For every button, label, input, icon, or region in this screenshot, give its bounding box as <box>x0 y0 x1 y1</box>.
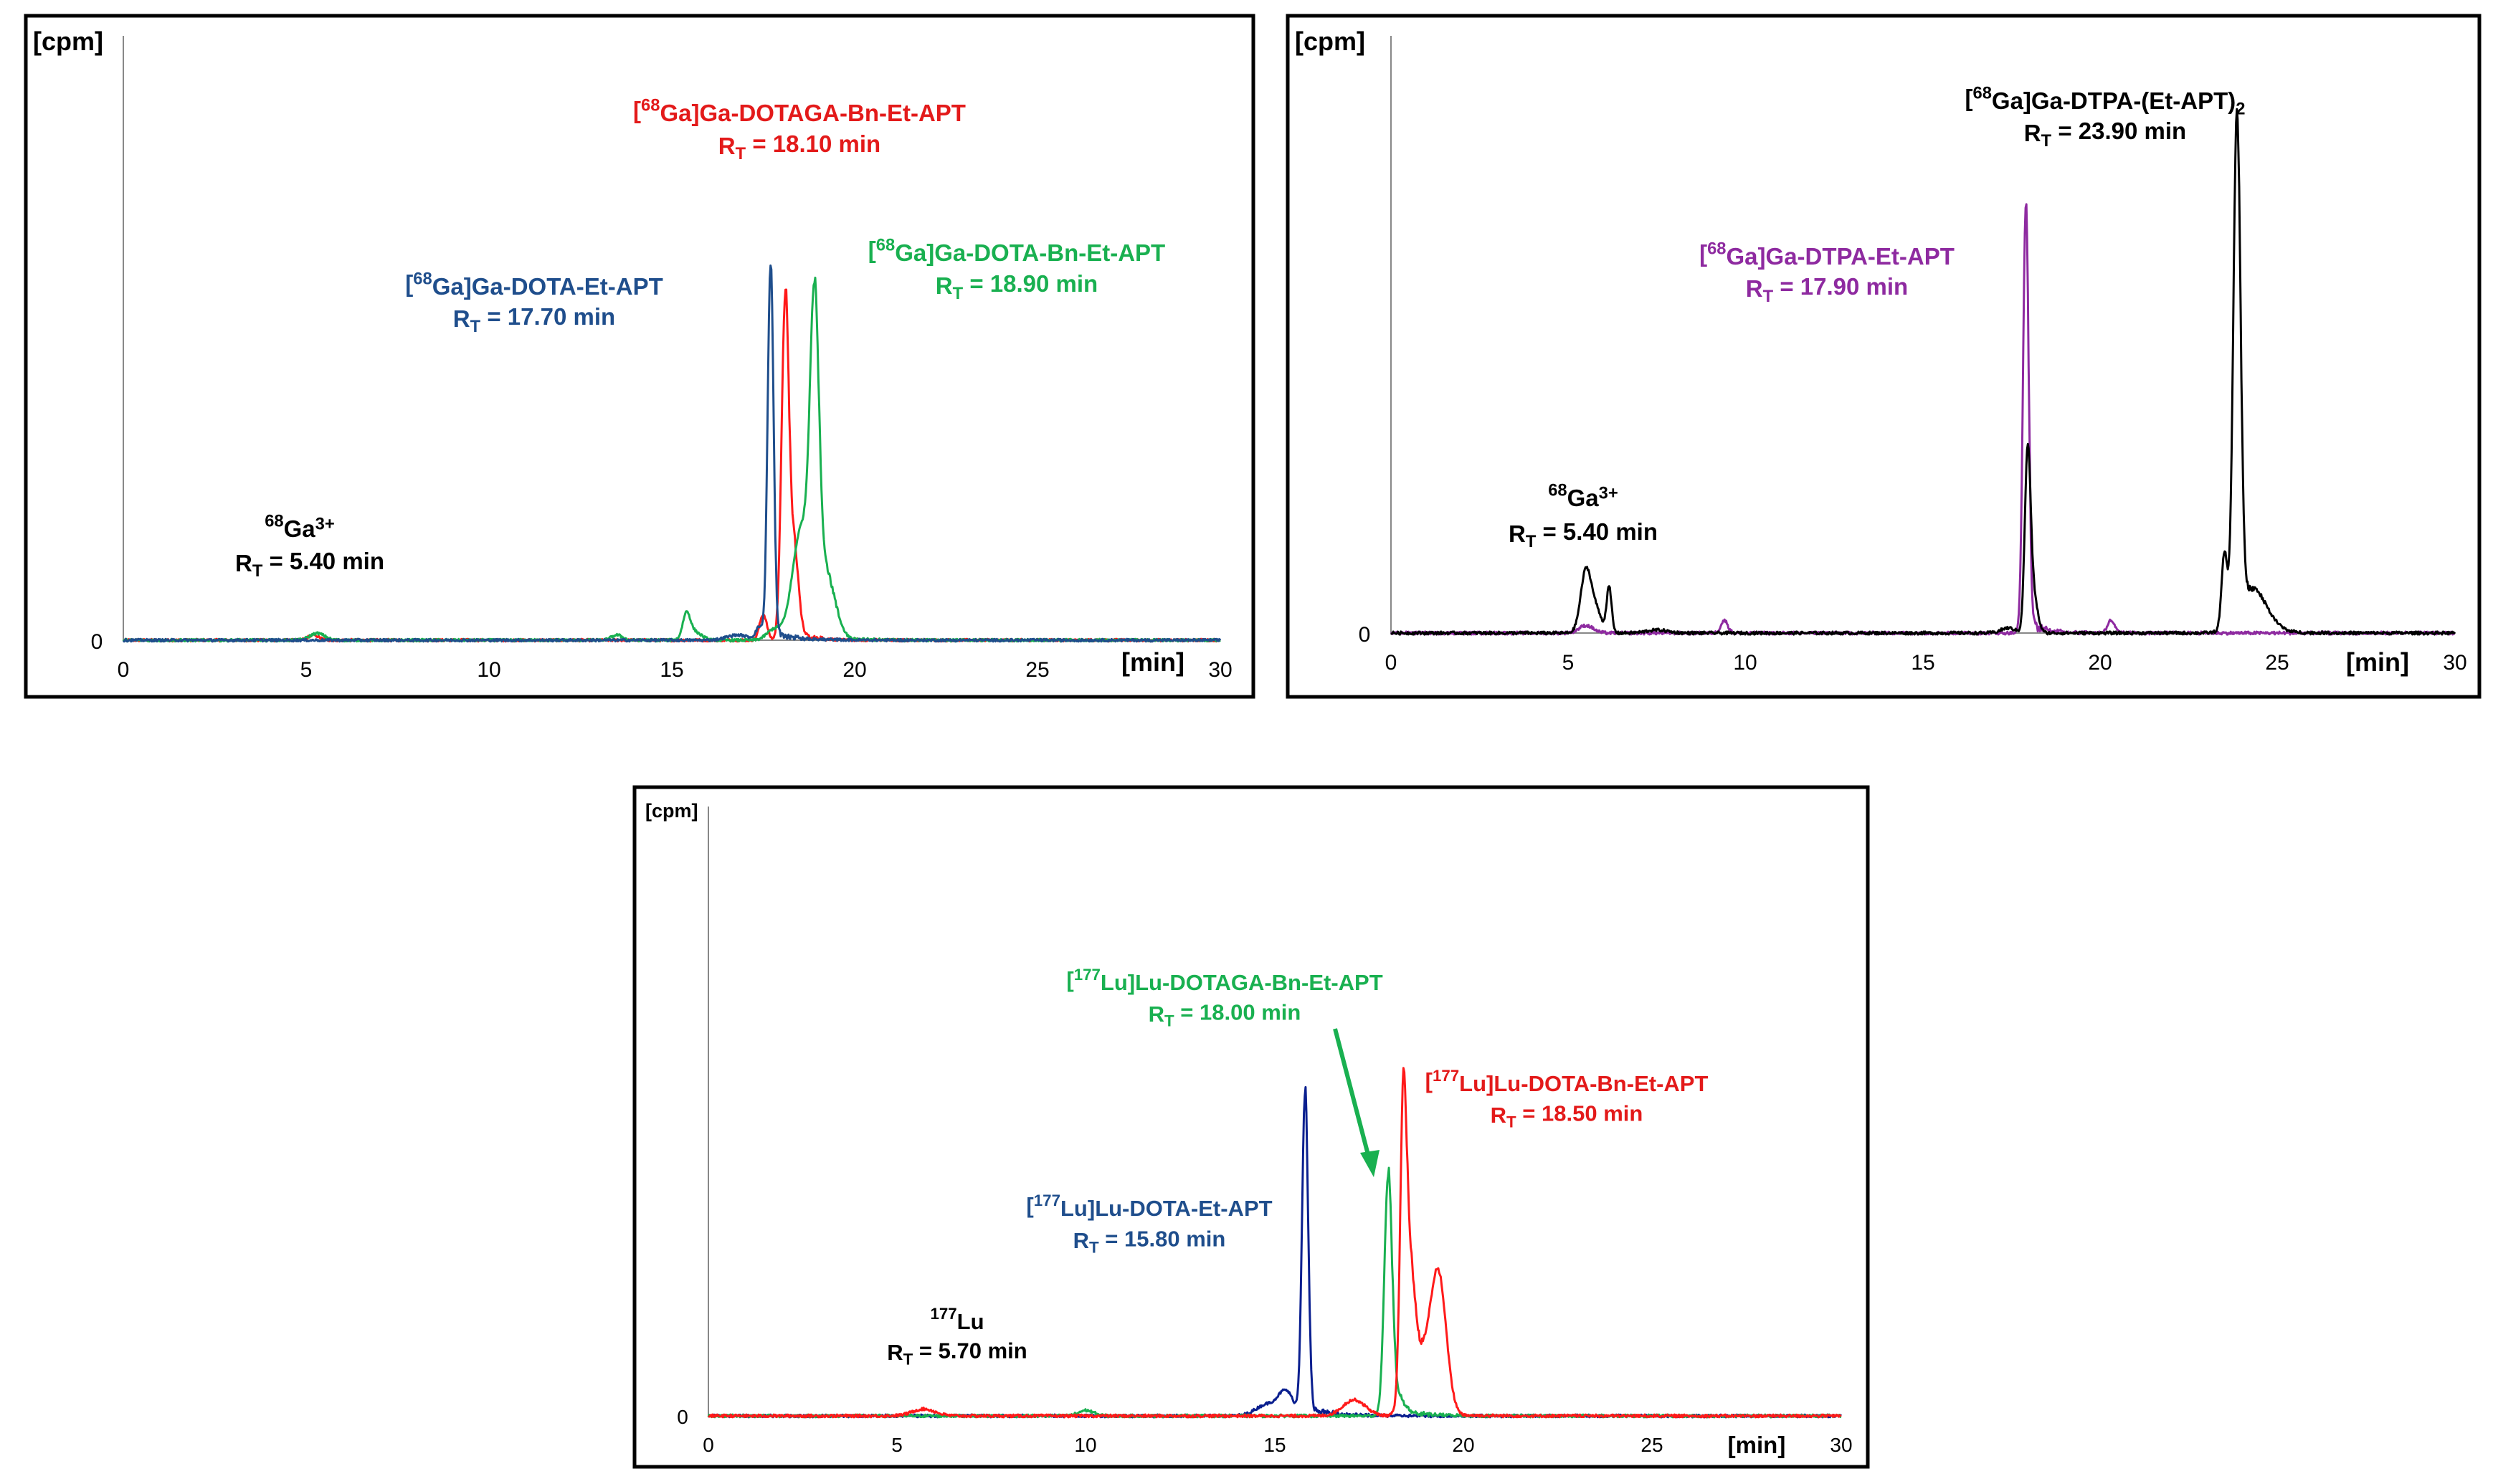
panel-1-annotation-rt: RT = 17.70 min <box>453 303 615 336</box>
panel-2-xtick: 0 <box>1385 651 1397 675</box>
panel-2-xtick: 20 <box>2088 651 2112 675</box>
panel-2-annotation-rt: RT = 23.90 min <box>2024 118 2186 151</box>
panel-2-annotation-rt: RT = 17.90 min <box>1746 273 1908 306</box>
panel-3-annotation-arrow <box>1333 1028 1372 1161</box>
panel-2-xtick: 5 <box>1562 651 1575 675</box>
panel-2-series <box>1390 108 2456 636</box>
panel-2-frame <box>1286 14 2482 699</box>
panel-2-xlabel: [min] <box>2346 647 2409 677</box>
panel-1-annotation-label: [68Ga]Ga-DOTA-Bn-Et-APT <box>868 235 1165 266</box>
panel-1-annotation-rt: RT = 18.10 min <box>718 130 880 163</box>
panel-2-series-line-2 <box>1390 108 2456 636</box>
panel-1-annotation-label: 68Ga3+ <box>265 511 335 542</box>
panel-1-xtick: 30 <box>1208 658 1232 682</box>
panel-1-annotation-rt: RT = 5.40 min <box>235 548 384 581</box>
panel-1-xtick: 10 <box>477 658 500 682</box>
panel-3-annotation-label: 177Lu <box>930 1305 984 1334</box>
panel-3-annotation-rt: RT = 18.50 min <box>1491 1100 1643 1131</box>
panel-1-xtick: 25 <box>1025 658 1049 682</box>
panel-3-annotation-label: [177Lu]Lu-DOTA-Et-APT <box>1026 1192 1272 1221</box>
panel-1: [cpm] 0 0 5 10 15 20 25 30 [min] [68Ga]G… <box>24 14 1255 699</box>
panel-1-annotation-label: [68Ga]Ga-DOTAGA-Bn-Et-APT <box>633 95 966 126</box>
panel-1-xtick: 0 <box>118 658 130 682</box>
panel-1-xtick: 20 <box>842 658 866 682</box>
panel-3: [cpm] 0 0 5 10 15 20 25 30 [min] [177Lu]… <box>632 785 1870 1469</box>
panel-2-xtick: 15 <box>1911 651 1934 675</box>
panel-1-annotation-label: [68Ga]Ga-DOTA-Et-APT <box>405 269 663 300</box>
panel-3-annotation-arrowhead <box>1360 1150 1380 1177</box>
panel-3-ylabel: [cpm] <box>645 800 698 822</box>
panel-2-xtick: 10 <box>1733 651 1757 675</box>
panel-3-xtick: 30 <box>1830 1434 1852 1456</box>
panel-1-ytick-0: 0 <box>91 630 103 654</box>
panel-2-xticks: 0 5 10 15 20 25 30 <box>1385 651 2467 675</box>
panel-3-series-line-3 <box>707 1067 1842 1419</box>
panel-3-xtick: 25 <box>1640 1434 1663 1456</box>
panel-2-annotation-label: [68Ga]Ga-DTPA-Et-APT <box>1699 239 1955 270</box>
panel-2-xtick: 30 <box>2443 651 2466 675</box>
panel-2-annotation-label: 68Ga3+ <box>1548 480 1618 511</box>
panel-3-annotation-label: [177Lu]Lu-DOTA-Bn-Et-APT <box>1425 1067 1709 1096</box>
panel-3-xlabel: [min] <box>1728 1432 1786 1458</box>
panel-1-ylabel: [cpm] <box>33 27 103 56</box>
panel-2-annotation-label: [68Ga]Ga-DTPA-(Et-APT)2 <box>1965 83 2245 118</box>
panel-3-annotation-rt: RT = 15.80 min <box>1073 1226 1226 1256</box>
panel-3-xtick: 5 <box>891 1434 903 1456</box>
panel-1-annotation-rt: RT = 18.90 min <box>936 270 1098 303</box>
panel-1-series <box>122 264 1222 643</box>
panel-3-annotation-rt: RT = 5.70 min <box>887 1338 1027 1368</box>
panel-1-frame <box>24 14 1255 699</box>
panel-3-annotation-label: [177Lu]Lu-DOTAGA-Bn-Et-APT <box>1066 966 1382 995</box>
panel-3-frame <box>632 785 1870 1469</box>
panel-1-xtick: 5 <box>300 658 313 682</box>
panel-2-xtick: 25 <box>2265 651 2289 675</box>
panel-2-ytick-0: 0 <box>1359 623 1371 647</box>
panel-2-annotation-rt: RT = 5.40 min <box>1509 518 1658 551</box>
panel-3-xtick: 10 <box>1074 1434 1096 1456</box>
panel-1-xlabel: [min] <box>1121 647 1184 677</box>
panel-3-xtick: 15 <box>1263 1434 1286 1456</box>
panel-1-xticks: 0 5 10 15 20 25 30 <box>118 658 1233 682</box>
panel-3-ytick-0: 0 <box>677 1406 688 1428</box>
panel-3-xtick: 0 <box>703 1434 714 1456</box>
panel-2: [cpm] 0 0 5 10 15 20 25 30 [min] [68Ga]G… <box>1286 14 2482 699</box>
panel-2-ylabel: [cpm] <box>1295 27 1365 56</box>
panel-3-xtick: 20 <box>1452 1434 1474 1456</box>
panel-1-xtick: 15 <box>660 658 683 682</box>
panel-3-xticks: 0 5 10 15 20 25 30 <box>703 1434 1852 1456</box>
panel-3-series <box>707 1067 1842 1419</box>
panel-3-annotation-rt: RT = 18.00 min <box>1149 999 1301 1029</box>
panel-1-series-line-3 <box>122 264 1222 643</box>
